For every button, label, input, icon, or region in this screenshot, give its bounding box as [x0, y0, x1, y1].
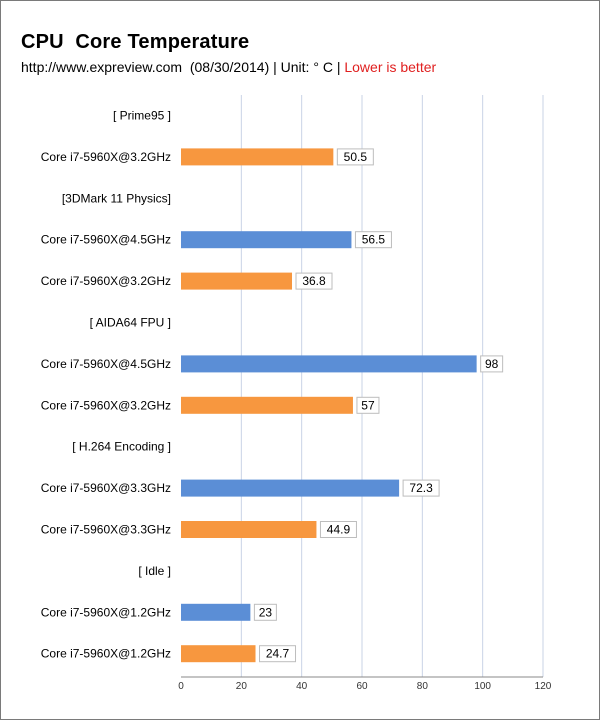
x-tick-label: 80 [417, 681, 429, 692]
data-label-box [354, 231, 392, 249]
category-label: Core i7-5960X@3.3GHz [41, 523, 171, 537]
data-label-box [295, 272, 333, 290]
group-header-label: [ AIDA64 FPU ] [90, 316, 171, 330]
data-label: 72.3 [409, 481, 433, 495]
category-label: Core i7-5960X@4.5GHz [41, 233, 171, 247]
data-label-box [319, 521, 357, 538]
data-label: 36.8 [302, 274, 326, 288]
bar [181, 355, 477, 373]
bar [181, 272, 293, 290]
x-tick-label: 0 [178, 681, 184, 692]
data-label-box [356, 396, 380, 414]
bar [181, 231, 352, 249]
bar [181, 148, 334, 166]
data-label: 98 [485, 357, 499, 371]
group-header-label: [ Idle ] [138, 564, 171, 578]
bar [181, 396, 353, 414]
x-tick-label: 100 [474, 681, 491, 692]
category-label: Core i7-5960X@3.2GHz [41, 150, 171, 164]
bar [181, 479, 400, 497]
category-label: Core i7-5960X@3.3GHz [41, 481, 171, 495]
subtitle-text: http://www.expreview.com (08/30/2014) | … [21, 59, 341, 75]
subtitle-highlight: Lower is better [344, 59, 437, 75]
chart-title: CPU Core Temperature [21, 31, 250, 53]
chart-subtitle: http://www.expreview.com (08/30/2014) | … [21, 59, 436, 75]
category-label: Core i7-5960X@4.5GHz [41, 357, 171, 371]
bar [181, 521, 317, 538]
data-label-box [402, 479, 440, 497]
category-label: Core i7-5960X@1.2GHz [41, 605, 171, 619]
data-label-box [336, 148, 374, 166]
x-tick-label: 120 [535, 681, 552, 692]
category-label: Core i7-5960X@1.2GHz [41, 647, 171, 661]
data-label-box [253, 603, 277, 621]
bar [181, 645, 256, 663]
data-label: 57 [361, 398, 375, 412]
x-tick-label: 60 [356, 681, 368, 692]
group-header-label: [ Prime95 ] [113, 109, 171, 123]
group-header-label: [ H.264 Encoding ] [72, 440, 171, 454]
data-label: 24.7 [266, 647, 290, 661]
category-label: Core i7-5960X@3.2GHz [41, 274, 171, 288]
data-label: 56.5 [362, 233, 386, 247]
x-tick-label: 40 [296, 681, 308, 692]
bar [181, 603, 251, 621]
data-label: 44.9 [327, 523, 351, 537]
group-header-label: [3DMark 11 Physics] [62, 191, 171, 205]
x-tick-label: 20 [236, 681, 248, 692]
data-label-box [259, 645, 297, 663]
category-label: Core i7-5960X@3.2GHz [41, 398, 171, 412]
data-label: 50.5 [344, 150, 368, 164]
data-label: 23 [259, 605, 273, 619]
data-label-box [480, 355, 504, 373]
